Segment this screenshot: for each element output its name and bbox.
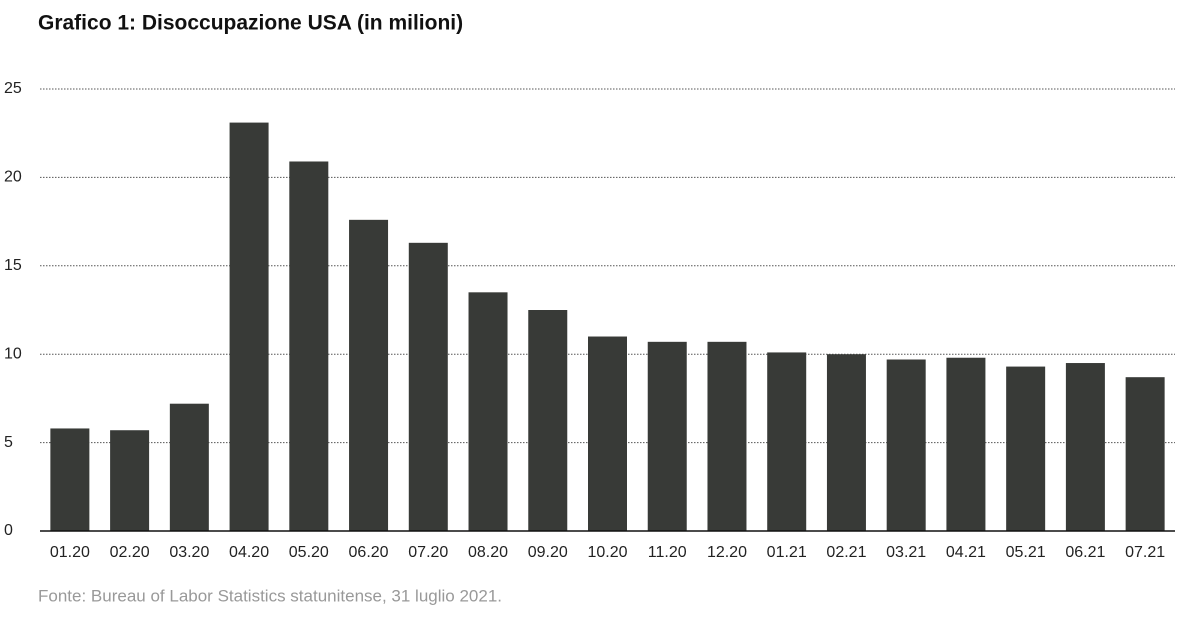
bar xyxy=(50,428,90,531)
y-tick-label: 0 xyxy=(4,522,13,539)
x-tick-label: 03.20 xyxy=(169,544,209,561)
x-tick-label: 06.21 xyxy=(1065,544,1105,561)
bar xyxy=(1125,377,1165,531)
x-tick-label: 05.20 xyxy=(289,544,329,561)
bar xyxy=(946,357,986,531)
x-tick-label: 08.20 xyxy=(468,544,508,561)
x-tick-label: 02.20 xyxy=(110,544,150,561)
bar xyxy=(1006,366,1046,531)
x-tick-label: 02.21 xyxy=(826,544,866,561)
bar xyxy=(110,430,150,531)
bar xyxy=(1065,363,1105,531)
x-tick-label: 07.21 xyxy=(1125,544,1165,561)
bar xyxy=(588,336,627,531)
x-tick-label: 12.20 xyxy=(707,544,747,561)
x-tick-label: 11.20 xyxy=(648,544,687,561)
y-tick-label: 15 xyxy=(4,257,22,274)
source-note: Fonte: Bureau of Labor Statistics statun… xyxy=(38,586,502,605)
x-tick-label: 07.20 xyxy=(408,544,448,561)
bar xyxy=(289,161,329,531)
y-tick-label: 25 xyxy=(4,80,22,97)
bar xyxy=(349,219,389,531)
bar xyxy=(707,341,747,531)
x-tick-label: 01.20 xyxy=(50,544,90,561)
y-tick-label: 5 xyxy=(4,434,13,451)
x-tick-label: 05.21 xyxy=(1006,544,1046,561)
bar xyxy=(408,242,448,532)
y-tick-label: 10 xyxy=(4,345,22,362)
bar xyxy=(647,341,687,531)
y-tick-label: 20 xyxy=(4,169,22,186)
bar xyxy=(528,310,568,531)
bar xyxy=(886,359,926,531)
x-tick-label: 06.20 xyxy=(349,544,389,561)
bar xyxy=(767,352,807,531)
chart-title: Grafico 1: Disoccupazione USA (in milion… xyxy=(38,12,463,35)
x-tick-label: 10.20 xyxy=(587,544,627,561)
bar xyxy=(169,403,209,531)
x-tick-label: 09.20 xyxy=(528,544,568,561)
x-tick-label: 01.21 xyxy=(767,544,807,561)
bar xyxy=(229,122,269,531)
x-tick-label: 03.21 xyxy=(886,544,926,561)
x-tick-label: 04.20 xyxy=(229,544,269,561)
x-tick-label: 04.21 xyxy=(946,544,986,561)
bar xyxy=(826,354,866,531)
bar xyxy=(468,292,508,531)
